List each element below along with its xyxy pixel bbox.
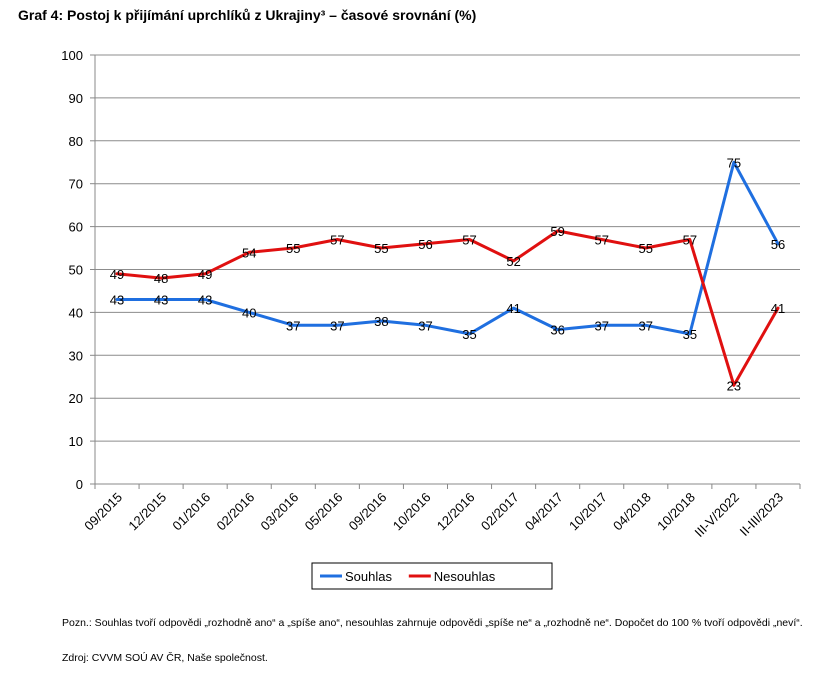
data-label-souhlas: 56 <box>771 237 785 252</box>
x-tick-label: 10/2018 <box>654 490 698 534</box>
data-label-souhlas: 37 <box>330 318 344 333</box>
y-tick-label: 100 <box>61 48 83 63</box>
x-tick-label: 01/2016 <box>169 490 213 534</box>
data-label-souhlas: 36 <box>550 323 564 338</box>
data-label-nesouhlas: 55 <box>374 241 388 256</box>
data-label-nesouhlas: 57 <box>462 232 476 247</box>
y-tick-label: 10 <box>69 434 83 449</box>
x-tick-label: 10/2017 <box>566 490 610 534</box>
legend-label: Souhlas <box>345 569 392 584</box>
y-tick-label: 70 <box>69 177 83 192</box>
x-tick-label: 02/2017 <box>478 490 522 534</box>
data-label-souhlas: 37 <box>639 318 653 333</box>
x-tick-label: 04/2018 <box>610 490 654 534</box>
line-chart: 0 10 20 30 40 50 60 70 80 90 100 09/2015 12/2015 01/… <box>61 48 801 590</box>
y-tick-label: 50 <box>69 263 83 278</box>
y-tick-label: 40 <box>69 305 83 320</box>
y-tick-label: 90 <box>69 91 83 106</box>
data-label-nesouhlas: 56 <box>418 237 432 252</box>
x-tick-label: III-V/2022 <box>692 490 742 540</box>
data-label-nesouhlas: 55 <box>286 241 300 256</box>
data-label-souhlas: 37 <box>594 318 608 333</box>
legend: Souhlas Nesouhlas <box>311 562 553 590</box>
data-label-souhlas: 35 <box>683 327 697 342</box>
legend-box <box>311 562 553 590</box>
data-label-nesouhlas: 41 <box>771 301 785 316</box>
x-tick-label: II-III/2023 <box>737 490 786 539</box>
x-tick-label: 10/2016 <box>390 490 434 534</box>
data-label-nesouhlas: 48 <box>154 271 168 286</box>
data-label-nesouhlas: 49 <box>198 267 212 282</box>
data-label-nesouhlas: 55 <box>639 241 653 256</box>
x-tick-label: 02/2016 <box>213 490 257 534</box>
y-tick-label: 0 <box>76 477 83 492</box>
data-label-nesouhlas: 54 <box>242 245 256 260</box>
data-label-nesouhlas: 59 <box>550 224 564 239</box>
x-tick-label: 05/2016 <box>302 490 346 534</box>
data-label-nesouhlas: 49 <box>110 267 124 282</box>
x-tick-label: 12/2016 <box>434 490 478 534</box>
y-tick-label: 80 <box>69 134 83 149</box>
x-tick-label: 03/2016 <box>258 490 302 534</box>
data-label-souhlas: 37 <box>418 318 432 333</box>
data-label-souhlas: 43 <box>110 293 124 308</box>
source-note: Zdroj: CVVM SOÚ AV ČR, Naše společnost. <box>62 652 268 664</box>
data-label-souhlas: 43 <box>198 293 212 308</box>
data-label-souhlas: 37 <box>286 318 300 333</box>
data-label-souhlas: 40 <box>242 305 256 320</box>
data-label-souhlas: 43 <box>154 293 168 308</box>
series-lines <box>115 160 780 387</box>
series-line-nesouhlas <box>115 229 780 387</box>
legend-label: Nesouhlas <box>434 569 496 584</box>
footnote: Pozn.: Souhlas tvoří odpovědi „rozhodně … <box>62 617 803 629</box>
data-label-souhlas: 35 <box>462 327 476 342</box>
chart-title: Graf 4: Postoj k přijímání uprchlíků z U… <box>18 7 477 23</box>
y-tick-label: 30 <box>69 348 83 363</box>
data-labels: 43 43 43 40 37 37 38 37 35 41 36 37 37 35 75 56 49 48 49 54… <box>110 155 785 393</box>
data-label-nesouhlas: 23 <box>727 378 741 393</box>
data-label-souhlas: 75 <box>727 155 741 170</box>
grid-lines <box>95 54 800 442</box>
x-tick-label: 04/2017 <box>522 490 566 534</box>
y-tick-label: 20 <box>69 391 83 406</box>
data-label-nesouhlas: 57 <box>330 232 344 247</box>
x-tick-label: 12/2015 <box>125 490 169 534</box>
data-label-nesouhlas: 57 <box>594 232 608 247</box>
x-axis-ticks: 09/2015 12/2015 01/2016 02/2016 03/2016 05/20… <box>81 484 801 540</box>
y-axis-ticks: 0 10 20 30 40 50 60 70 80 90 100 <box>61 48 95 492</box>
x-tick-label: 09/2016 <box>346 490 390 534</box>
data-label-souhlas: 41 <box>506 301 520 316</box>
data-label-nesouhlas: 52 <box>506 254 520 269</box>
data-label-nesouhlas: 57 <box>683 232 697 247</box>
x-tick-label: 09/2015 <box>81 490 125 534</box>
y-tick-label: 60 <box>69 220 83 235</box>
series-line-souhlas <box>115 160 780 336</box>
data-label-souhlas: 38 <box>374 314 388 329</box>
